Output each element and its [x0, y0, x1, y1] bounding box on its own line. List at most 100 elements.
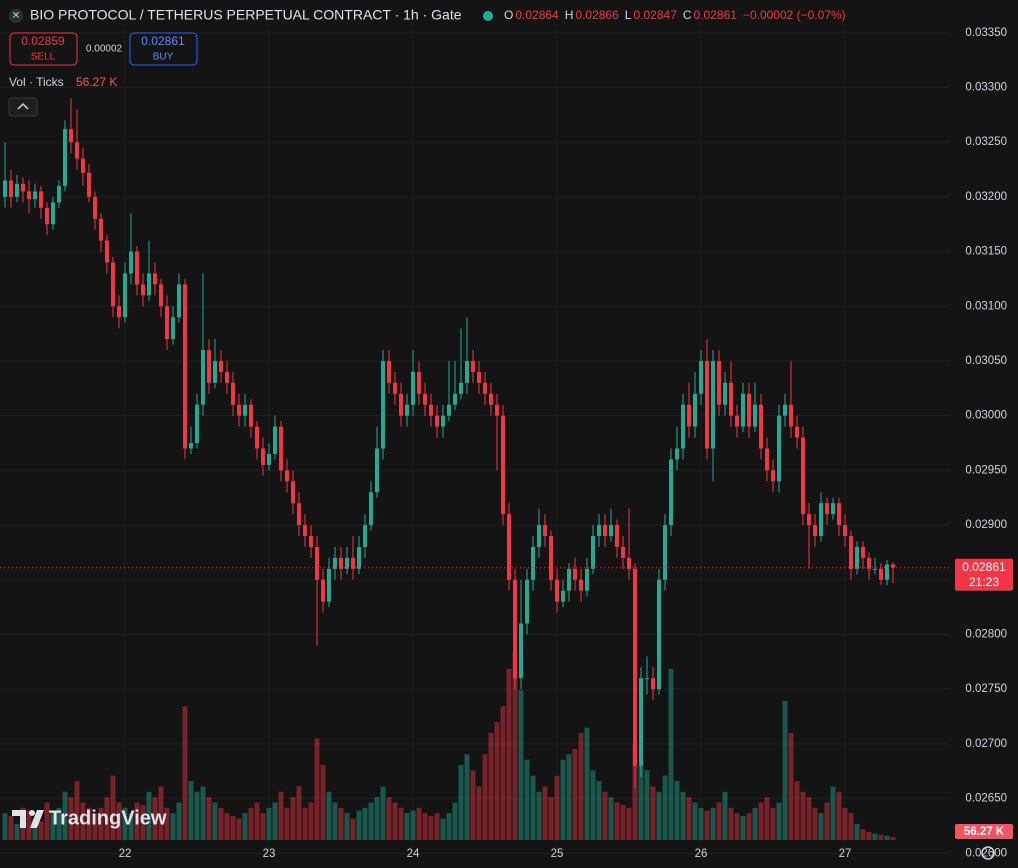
y-tick-label: 0.02900 — [965, 519, 1007, 531]
candle-body — [632, 568, 637, 766]
candle-body — [254, 426, 259, 449]
candle-body — [740, 393, 745, 427]
candle-body — [812, 525, 817, 537]
countdown: 21:23 — [969, 575, 999, 589]
candle-body — [314, 546, 319, 580]
sell-label[interactable]: SELL — [31, 52, 56, 63]
candle-body — [650, 678, 655, 690]
volume-bar — [758, 802, 764, 840]
buy-button[interactable]: 0.02861 BUY — [129, 32, 198, 66]
volume-bar — [584, 727, 590, 840]
volume-bar — [344, 813, 350, 840]
volume-bar — [50, 813, 56, 840]
volume-bar — [398, 807, 404, 840]
candle-body — [68, 129, 73, 143]
sell-price[interactable]: 0.02859 — [21, 34, 65, 48]
candle-body — [788, 404, 793, 427]
volume-bar — [494, 722, 500, 840]
volume-bar — [446, 813, 452, 840]
candle-body — [176, 284, 181, 318]
volume-bar — [842, 807, 848, 840]
candle-body — [80, 158, 85, 173]
volume-bar — [680, 791, 686, 840]
candle-body — [398, 393, 403, 416]
sell-box[interactable] — [9, 32, 78, 66]
volume-bar — [788, 733, 794, 840]
candle-body — [890, 564, 895, 568]
candle-body — [434, 415, 439, 427]
sell-button[interactable]: 0.02859 SELL — [9, 32, 78, 66]
volume-bar — [296, 786, 302, 840]
y-tick-label: 0.02600 — [965, 847, 1007, 859]
candle-body — [248, 404, 253, 427]
candle-body — [512, 579, 517, 679]
axis-background — [950, 0, 1018, 868]
volume-bar — [620, 805, 626, 840]
candle-body — [122, 273, 127, 318]
candle-body — [152, 273, 157, 285]
candle-body — [26, 191, 31, 200]
volume-bar — [320, 765, 326, 840]
ohlc-legend: O 0.02864 H 0.02866 L 0.02847 C 0.02861 — [504, 8, 737, 22]
candle-body — [62, 129, 67, 186]
candle-body — [20, 183, 25, 192]
candle-body — [848, 536, 853, 569]
volume-bar — [428, 815, 434, 840]
volume-bar — [44, 802, 50, 840]
volume-bar — [260, 813, 266, 840]
collapse-button[interactable] — [8, 97, 38, 117]
y-tick-label: 0.02750 — [965, 683, 1007, 695]
volume-bar — [332, 802, 338, 840]
candle-body — [602, 525, 607, 537]
candle-body — [104, 240, 109, 263]
volume-bar — [512, 652, 518, 840]
buy-price[interactable]: 0.02861 — [141, 34, 185, 48]
volume-bar — [56, 807, 62, 840]
volume-bar — [440, 818, 446, 840]
volume-bar — [866, 831, 872, 840]
volume-bar — [410, 810, 416, 840]
candle-body — [212, 360, 217, 383]
candle-body — [806, 514, 811, 526]
candle-body — [764, 448, 769, 471]
candle-body — [716, 360, 721, 405]
volume-bar — [200, 786, 206, 840]
volume-badge — [955, 824, 1013, 839]
candle-body — [836, 503, 841, 526]
volume-bar — [392, 802, 398, 840]
symbol-icon — [9, 9, 23, 23]
volume-bar — [836, 791, 842, 840]
candle-body — [392, 382, 397, 394]
candle-body — [842, 525, 847, 537]
candle-body — [530, 546, 535, 580]
volume-bar — [500, 706, 506, 840]
candle-body — [572, 568, 577, 580]
candle-body — [140, 284, 145, 296]
volume-bar — [422, 813, 428, 840]
volume-bar — [74, 781, 80, 840]
candle-body — [236, 404, 241, 416]
candle-body — [116, 306, 121, 318]
volume-bar — [170, 813, 176, 840]
volume-bar — [656, 791, 662, 840]
volume-bar — [80, 802, 86, 840]
candle-body — [524, 579, 529, 624]
y-tick-label: 0.03200 — [965, 191, 1007, 203]
volume-bar — [506, 668, 512, 840]
candle-body — [170, 317, 175, 340]
volume-bar — [710, 807, 716, 840]
x-tick-label: 25 — [551, 848, 564, 860]
volume-bar — [218, 807, 224, 840]
volume-bar — [62, 791, 68, 840]
settings-icon[interactable] — [981, 846, 995, 860]
buy-label[interactable]: BUY — [153, 52, 174, 63]
collapse-icon[interactable] — [17, 102, 29, 110]
buy-box[interactable] — [129, 32, 198, 66]
candle-body — [134, 251, 139, 285]
candle-body — [260, 448, 265, 465]
candle-body — [218, 360, 223, 372]
candle-body — [332, 557, 337, 569]
y-tick-label: 0.02800 — [965, 628, 1007, 640]
candle-body — [302, 525, 307, 537]
candle-body — [188, 443, 193, 449]
